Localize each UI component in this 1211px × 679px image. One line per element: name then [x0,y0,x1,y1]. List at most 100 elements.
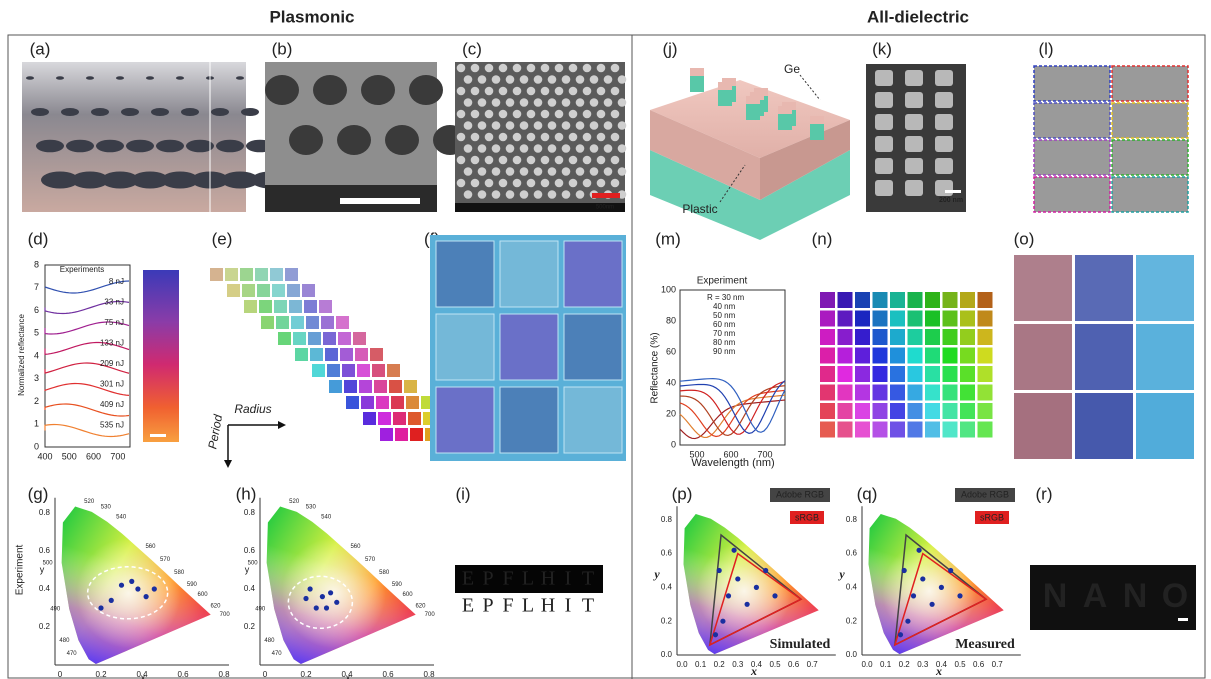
color-pixel [308,332,321,345]
letter: E [462,568,474,590]
nanodisk [216,140,244,153]
color-pixel [838,311,853,327]
curve-label: 33 nJ [104,298,124,307]
tile [1075,393,1133,459]
color-pixel [361,396,374,409]
hole [265,75,299,105]
color-point [957,593,962,598]
dot [590,144,599,153]
wavelength-label: 700 [425,612,436,618]
x-tick-label: 0.1 [695,660,707,669]
color-pixel [242,284,255,297]
color-point [320,594,325,599]
nanodisk [96,140,124,153]
color-pixel [291,316,304,329]
nanodisk [31,108,49,116]
dot [513,179,522,188]
color-pixel [820,422,835,438]
dot [485,87,494,96]
dot [555,64,564,73]
tile [436,387,494,453]
panel-label: (k) [872,39,892,58]
color-pixel [978,311,993,327]
dot [576,144,585,153]
color-pixel [261,316,274,329]
color-pixel [908,329,923,345]
letter: L [522,568,534,590]
wavelength-label: 620 [210,604,221,610]
x-tick-label: 0.1 [880,660,892,669]
image-a [22,62,246,212]
x-tick-label: 0.7 [992,660,1004,669]
dot [597,156,606,165]
y-tick-label: 0.6 [661,549,673,558]
color-pixel [908,348,923,364]
panel-label: (d) [28,229,49,248]
x-tick-label: 0.0 [861,660,873,669]
color-pixel [908,366,923,382]
dot [562,75,571,84]
ge-cap [778,106,792,114]
y-tick-label: 0.4 [661,583,673,592]
color-point [152,586,157,591]
color-pixel [873,385,888,401]
nanodisk [116,76,124,80]
pillar [810,122,824,140]
y-tick-label: 20 [666,408,676,418]
color-pixel [943,292,958,308]
tile [1034,177,1110,212]
dot [506,75,515,84]
color-pixel [820,403,835,419]
pillar [875,136,893,152]
dot [618,167,627,176]
color-pixel [346,396,359,409]
dot [485,179,494,188]
dot [499,64,508,73]
dot [555,156,564,165]
color-pixel [838,403,853,419]
color-pixel [240,268,253,281]
color-pixel [908,385,923,401]
dot [457,133,466,142]
wavelength-label: 540 [321,514,332,520]
tile [1034,103,1110,138]
y-axis-label: y [837,567,845,581]
color-pixel [890,348,905,364]
dot [618,75,627,84]
dot [555,179,564,188]
color-pixel [274,300,287,313]
dot [618,98,627,107]
wavelength-label: 530 [101,504,112,510]
dot [534,75,543,84]
pillar [935,136,953,152]
color-pixel [227,284,240,297]
y-tick-label: 5 [34,328,39,338]
dot [478,98,487,107]
panel-label: (r) [1036,484,1053,503]
pillar [905,70,923,86]
color-pixel [276,316,289,329]
panel-label: (q) [857,484,878,503]
dot [534,98,543,107]
annotation: Plastic [682,202,717,216]
tile [564,241,622,307]
dot [597,110,606,119]
tile [500,241,558,307]
x-axis-label: x [750,664,757,678]
panel-label: (a) [30,39,51,58]
nanodisk [211,108,229,116]
dot [485,133,494,142]
dot [527,156,536,165]
x-tick-label: 0.2 [300,670,312,679]
color-pixel [925,385,940,401]
y-tick-label: 6 [34,305,39,315]
color-pixel [293,332,306,345]
panel-label: (h) [236,484,257,503]
panel-label: (o) [1014,229,1035,248]
color-point [948,568,953,573]
wavelength-label: 570 [160,557,171,563]
y-tick-label: 3 [34,373,39,383]
legend-label: 60 nm [713,320,736,329]
dot [520,190,529,199]
color-pixel [960,311,975,327]
